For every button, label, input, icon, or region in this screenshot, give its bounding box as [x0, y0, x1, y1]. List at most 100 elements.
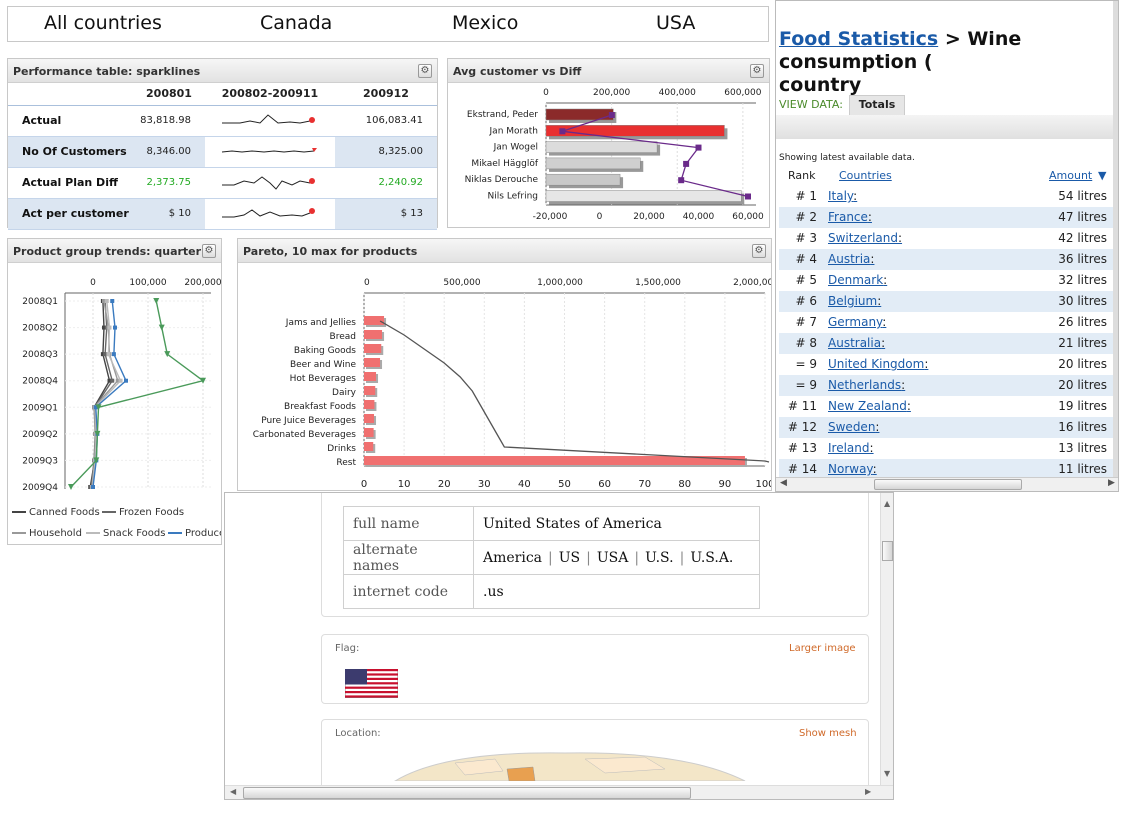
top-tick-label: 2,000,000	[733, 278, 771, 288]
show-mesh-link[interactable]: Show mesh	[799, 728, 857, 739]
bottom-tick-label: 30	[478, 479, 491, 490]
internet-code-label: internet code	[343, 574, 474, 609]
country-link[interactable]: Norway:	[828, 462, 877, 476]
alternate-name: U.S.A.	[690, 549, 734, 566]
category-label: Niklas Derouche	[465, 175, 539, 185]
scroll-thumb[interactable]	[243, 787, 691, 799]
amount: 32 litres	[1058, 273, 1107, 287]
alternate-name: U.S.	[645, 549, 674, 566]
column-header: 200801	[133, 83, 205, 106]
bottom-tick-label: 60,000	[732, 212, 764, 222]
scroll-left-icon[interactable]: ◀	[230, 787, 237, 796]
pareto-chart: 0 500,000 1,000,000 1,500,000 2,000,000 0 10 20…	[253, 278, 779, 508]
tab-canada[interactable]: Canada	[260, 12, 333, 34]
bottom-tick-label: 70	[638, 479, 651, 490]
category-label: Jams and Jellies	[285, 318, 357, 328]
alternate-name: US	[558, 549, 581, 566]
series-point	[107, 378, 112, 383]
series-point	[110, 378, 115, 383]
scroll-right-icon[interactable]: ▶	[1108, 478, 1115, 488]
series-point	[68, 484, 74, 490]
rank: # 5	[795, 273, 817, 287]
bar	[364, 344, 382, 353]
list-item: # 3 Switzerland: 42 litres	[779, 228, 1113, 249]
top-tick-label: 400,000	[659, 88, 696, 98]
amount: 54 litres	[1058, 189, 1107, 203]
colon: :	[882, 315, 887, 329]
scroll-left-icon[interactable]: ◀	[780, 478, 787, 488]
category-label: Nils Lefring	[488, 192, 538, 202]
country-link[interactable]: Italy:	[828, 189, 858, 203]
amount: 13 litres	[1058, 441, 1107, 455]
alternate-name: America	[483, 549, 543, 566]
colon: :	[877, 294, 882, 308]
country-link[interactable]: Switzerland:	[828, 231, 903, 245]
vertical-scrollbar[interactable]: ▲ ▼	[880, 493, 893, 785]
scroll-right-icon[interactable]: ▶	[865, 787, 872, 796]
amount: 20 litres	[1058, 357, 1107, 371]
title-line2: country	[779, 74, 862, 96]
tab-mexico[interactable]: Mexico	[452, 12, 519, 34]
bar	[364, 330, 383, 339]
scroll-thumb[interactable]	[874, 479, 1022, 490]
list-item: # 11 New Zealand: 19 litres	[779, 396, 1113, 417]
trends-panel-header: Product group trends: quarter ⚙	[8, 239, 221, 263]
category-label: 2008Q2	[22, 324, 58, 334]
bottom-tick-label: 40,000	[683, 212, 715, 222]
country-link[interactable]: Austria:	[828, 252, 875, 266]
tab-all-countries[interactable]: All countries	[44, 12, 162, 34]
gear-icon[interactable]: ⚙	[752, 244, 766, 258]
country-link[interactable]: Ireland:	[828, 441, 874, 455]
colon: :	[898, 231, 903, 245]
countries-header[interactable]: Countries	[839, 169, 892, 182]
category-label: Jan Morath	[489, 126, 538, 136]
amount: 42 litres	[1058, 231, 1107, 245]
flag-card	[321, 634, 869, 704]
country-link[interactable]: Germany:	[828, 315, 887, 329]
country-link[interactable]: New Zealand:	[828, 399, 911, 413]
series-point	[95, 404, 102, 411]
category-label: Ekstrand, Peder	[467, 110, 538, 120]
amount-header[interactable]: Amount	[1049, 169, 1093, 182]
gear-icon[interactable]: ⚙	[202, 244, 216, 258]
sort-down-icon[interactable]: ▼	[1098, 169, 1107, 182]
bar	[364, 456, 745, 465]
vertical-scrollbar[interactable]	[1113, 1, 1118, 479]
category-label: 2009Q1	[22, 403, 58, 413]
food-statistics-link[interactable]: Food Statistics	[779, 28, 939, 50]
horizontal-scrollbar[interactable]: ◀ ▶	[225, 785, 893, 799]
scroll-up-icon[interactable]: ▲	[884, 499, 891, 508]
column-header: 200912	[335, 83, 437, 106]
country-link[interactable]: France:	[828, 210, 872, 224]
list-item: # 2 France: 47 litres	[779, 207, 1113, 228]
country-link[interactable]: Belgium:	[828, 294, 882, 308]
series-point	[91, 485, 95, 489]
top-tick-label: 200,000	[593, 88, 630, 98]
us-flag-image	[345, 669, 398, 698]
gear-icon[interactable]: ⚙	[750, 64, 764, 78]
amount: 21 litres	[1058, 336, 1107, 350]
scroll-down-icon[interactable]: ▼	[884, 769, 891, 778]
avg-customer-panel: Avg customer vs Diff ⚙ 0 200,000 400,000 60…	[447, 58, 770, 228]
larger-image-link[interactable]: Larger image	[789, 643, 856, 654]
country-link[interactable]: Netherlands:	[828, 378, 906, 392]
country-link[interactable]: Australia:	[828, 336, 886, 350]
table-row: Actual Plan Diff 2,373.75 2,240.92	[8, 167, 437, 199]
list-item: = 9 United Kingdom: 20 litres	[779, 354, 1113, 375]
rank: # 3	[795, 231, 817, 245]
world-map-image	[394, 752, 746, 781]
series-point	[115, 378, 120, 383]
performance-panel: Performance table: sparklines ⚙ 200801 2…	[7, 58, 438, 230]
horizontal-scrollbar[interactable]: ◀ ▶	[776, 477, 1118, 491]
country-link[interactable]: Denmark:	[828, 273, 888, 287]
tab-totals[interactable]: Totals	[849, 95, 905, 115]
series-point	[113, 325, 117, 330]
scroll-thumb[interactable]	[882, 541, 893, 561]
country-link[interactable]: Sweden:	[828, 420, 880, 434]
sparkline	[205, 167, 335, 199]
gear-icon[interactable]: ⚙	[418, 64, 432, 78]
bottom-tick-label: 50	[558, 479, 571, 490]
country-link[interactable]: United Kingdom:	[828, 357, 929, 371]
tab-usa[interactable]: USA	[656, 12, 696, 34]
trends-panel-title: Product group trends: quarter	[13, 245, 202, 258]
